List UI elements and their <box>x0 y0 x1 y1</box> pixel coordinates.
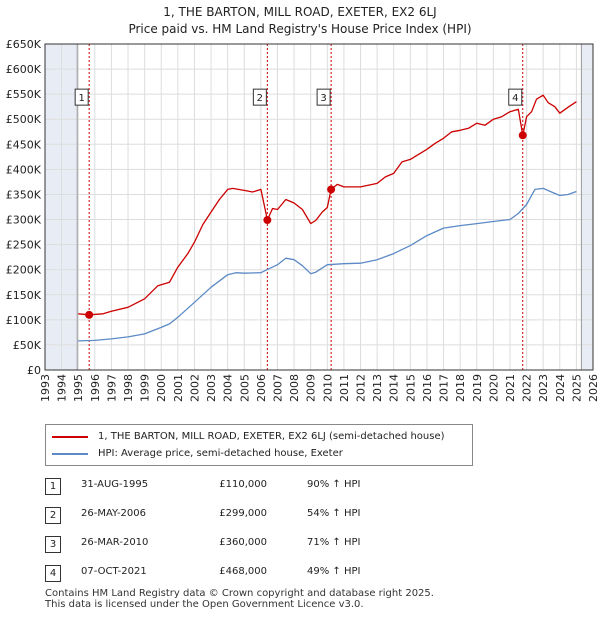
sale-hpi-change: 71% ↑ HPI <box>307 537 361 548</box>
chart-title-line2: Price paid vs. HM Land Registry's House … <box>128 22 472 36</box>
y-tick-label: £550K <box>6 88 42 101</box>
sale-date: 31-AUG-1995 <box>81 479 149 490</box>
x-tick-label: 2025 <box>570 374 583 402</box>
sale-price: £110,000 <box>219 479 267 490</box>
sale-point <box>263 216 272 225</box>
x-tick-label: 1995 <box>72 374 85 402</box>
x-tick-label: 2019 <box>471 374 484 402</box>
price-chart: £0 £50K £100K £150K £200K £250K £300K £350K £400… <box>6 38 600 402</box>
x-tick-label: 2006 <box>255 374 268 402</box>
y-tick-label: £250K <box>6 239 42 252</box>
x-tick-label: 1993 <box>39 374 52 402</box>
x-tick-label: 2023 <box>537 374 550 402</box>
x-tick-label: 1998 <box>122 374 135 402</box>
sale-price: £468,000 <box>219 566 267 577</box>
sale-point <box>85 310 94 319</box>
x-tick-label: 2003 <box>205 374 218 402</box>
footer-line1: Contains HM Land Registry data © Crown c… <box>45 588 434 599</box>
x-tick-label: 2013 <box>371 374 384 402</box>
y-tick-label: £650K <box>6 38 42 51</box>
x-tick-label: 2026 <box>587 374 600 402</box>
x-tick-label: 1996 <box>89 374 102 402</box>
sale-row: 3 26-MAR-2010 £360,000 71% ↑ HPI <box>45 532 445 561</box>
x-tick-label: 2005 <box>238 374 251 402</box>
sale-number-badge: 1 <box>45 478 61 495</box>
x-tick-label: 2001 <box>172 374 185 402</box>
legend-label-property: 1, THE BARTON, MILL ROAD, EXETER, EX2 6L… <box>98 431 445 442</box>
sale-hpi-change: 90% ↑ HPI <box>307 479 361 490</box>
sale-row: 1 31-AUG-1995 £110,000 90% ↑ HPI <box>45 474 445 503</box>
sale-row: 4 07-OCT-2021 £468,000 49% ↑ HPI <box>45 561 445 590</box>
legend-swatch-property <box>52 436 88 438</box>
x-tick-label: 2010 <box>321 374 334 402</box>
sale-date: 26-MAY-2006 <box>81 508 147 519</box>
sale-label-box <box>316 88 331 106</box>
shade-after-data <box>581 44 593 370</box>
x-tick-label: 2008 <box>288 374 301 402</box>
sale-number-badge: 2 <box>45 507 61 524</box>
sale-price: £360,000 <box>219 537 267 548</box>
hpi-line <box>78 187 577 342</box>
legend-label-hpi: HPI: Average price, semi-detached house,… <box>98 448 343 459</box>
y-tick-label: £50K <box>13 339 42 352</box>
y-tick-label: £500K <box>6 113 42 126</box>
sale-label-box <box>252 88 267 106</box>
x-tick-label: 2011 <box>338 374 351 402</box>
y-tick-label: £200K <box>6 264 42 277</box>
sale-hpi-change: 54% ↑ HPI <box>307 508 361 519</box>
sales-table: 1 31-AUG-1995 £110,000 90% ↑ HPI 2 26-MA… <box>45 474 445 590</box>
legend-swatch-hpi <box>52 453 88 455</box>
y-tick-label: £0 <box>27 364 41 377</box>
x-tick-label: 2004 <box>222 374 235 402</box>
sale-price: £299,000 <box>219 508 267 519</box>
x-tick-label: 2000 <box>155 374 168 402</box>
sale-point <box>518 131 527 140</box>
x-tick-label: 2024 <box>554 374 567 402</box>
x-tick-label: 1997 <box>105 374 118 402</box>
sale-label-number: 4 <box>512 93 518 104</box>
chart-legend: 1, THE BARTON, MILL ROAD, EXETER, EX2 6L… <box>45 424 473 466</box>
plot-frame <box>44 43 594 371</box>
y-tick-label: £450K <box>6 138 42 151</box>
sale-label-number: 2 <box>257 93 263 104</box>
x-tick-label: 2022 <box>521 374 534 402</box>
x-tick-label: 1994 <box>56 374 69 402</box>
x-tick-label: 2018 <box>454 374 467 402</box>
sale-label-box <box>508 88 523 106</box>
x-tick-label: 2007 <box>271 374 284 402</box>
chart-title: 1, THE BARTON, MILL ROAD, EXETER, EX2 6L… <box>0 4 600 38</box>
sale-date: 07-OCT-2021 <box>81 566 147 577</box>
y-tick-label: £150K <box>6 289 42 302</box>
x-tick-label: 2016 <box>421 374 434 402</box>
y-tick-label: £600K <box>6 63 42 76</box>
sale-date: 26-MAR-2010 <box>81 537 149 548</box>
x-tick-label: 2017 <box>438 374 451 402</box>
x-tick-label: 2012 <box>355 374 368 402</box>
x-tick-label: 2014 <box>388 374 401 402</box>
sale-row: 2 26-MAY-2006 £299,000 54% ↑ HPI <box>45 503 445 532</box>
x-tick-label: 2020 <box>487 374 500 402</box>
sale-point <box>327 185 336 194</box>
y-tick-label: £300K <box>6 214 42 227</box>
x-tick-label: 2015 <box>404 374 417 402</box>
sale-number-badge: 4 <box>45 565 61 582</box>
x-tick-label: 2009 <box>305 374 318 402</box>
x-tick-label: 2002 <box>188 374 201 402</box>
sale-hpi-change: 49% ↑ HPI <box>307 566 361 577</box>
sale-label-number: 3 <box>320 93 326 104</box>
sale-label-number: 1 <box>78 93 84 104</box>
y-tick-label: £350K <box>6 188 42 201</box>
chart-title-line1: 1, THE BARTON, MILL ROAD, EXETER, EX2 6L… <box>163 5 437 19</box>
x-tick-label: 2021 <box>504 374 517 402</box>
footer-line2: This data is licensed under the Open Gov… <box>45 599 364 610</box>
footer-attribution: Contains HM Land Registry data © Crown c… <box>45 588 585 610</box>
y-tick-label: £400K <box>6 163 42 176</box>
sale-label-box <box>74 88 89 106</box>
x-tick-label: 1999 <box>139 374 152 402</box>
y-tick-label: £100K <box>6 314 42 327</box>
sale-number-badge: 3 <box>45 536 61 553</box>
